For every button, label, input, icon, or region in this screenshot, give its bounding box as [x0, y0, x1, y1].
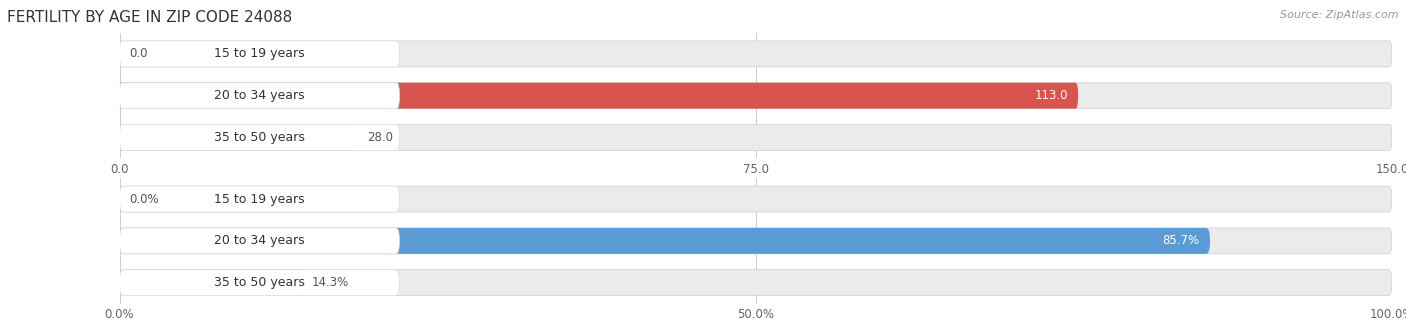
FancyBboxPatch shape: [120, 41, 1392, 67]
FancyBboxPatch shape: [120, 124, 399, 150]
FancyBboxPatch shape: [120, 83, 399, 109]
FancyBboxPatch shape: [120, 186, 1392, 212]
FancyBboxPatch shape: [120, 270, 1392, 296]
Text: 113.0: 113.0: [1035, 89, 1069, 102]
Text: 15 to 19 years: 15 to 19 years: [214, 193, 305, 206]
Text: Source: ZipAtlas.com: Source: ZipAtlas.com: [1281, 10, 1399, 20]
FancyBboxPatch shape: [120, 228, 1211, 254]
Text: 0.0%: 0.0%: [129, 193, 159, 206]
FancyBboxPatch shape: [120, 124, 357, 150]
Text: 14.3%: 14.3%: [312, 276, 349, 289]
FancyBboxPatch shape: [120, 41, 399, 67]
Text: 28.0: 28.0: [367, 131, 394, 144]
Text: 15 to 19 years: 15 to 19 years: [214, 48, 305, 60]
Text: FERTILITY BY AGE IN ZIP CODE 24088: FERTILITY BY AGE IN ZIP CODE 24088: [7, 10, 292, 25]
FancyBboxPatch shape: [120, 186, 399, 212]
Text: 20 to 34 years: 20 to 34 years: [214, 89, 305, 102]
Text: 20 to 34 years: 20 to 34 years: [214, 234, 305, 248]
Text: 35 to 50 years: 35 to 50 years: [214, 131, 305, 144]
FancyBboxPatch shape: [120, 228, 1392, 254]
FancyBboxPatch shape: [120, 83, 1078, 109]
Text: 0.0: 0.0: [129, 48, 148, 60]
Text: 35 to 50 years: 35 to 50 years: [214, 276, 305, 289]
FancyBboxPatch shape: [120, 270, 301, 296]
FancyBboxPatch shape: [120, 124, 1392, 150]
FancyBboxPatch shape: [120, 83, 1392, 109]
Text: 85.7%: 85.7%: [1163, 234, 1199, 248]
FancyBboxPatch shape: [120, 270, 399, 296]
FancyBboxPatch shape: [120, 228, 399, 254]
